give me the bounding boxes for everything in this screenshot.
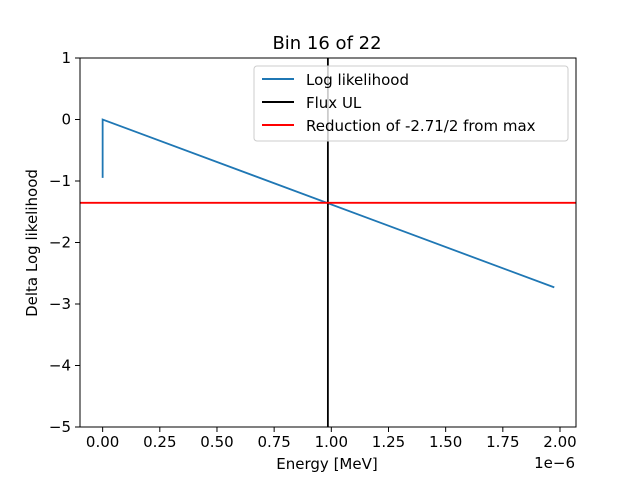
x-offset-label: 1e−6 [534,454,575,472]
x-tick-label: 0.00 [86,433,119,451]
chart-title: Bin 16 of 22 [272,33,381,54]
y-tick-label: −3 [49,295,71,313]
x-tick-label: 1.75 [486,433,519,451]
x-tick-label: 2.00 [543,433,576,451]
y-tick-label: −4 [49,357,71,375]
legend-label-flux-ul: Flux UL [306,94,362,112]
legend-box [253,65,569,142]
y-tick-label: 0 [61,111,71,129]
y-tick-label: 1 [61,49,71,67]
y-tick-label: −1 [49,172,71,190]
x-tick-label: 0.50 [200,433,233,451]
x-tick-label: 1.25 [372,433,405,451]
y-tick-label: −2 [49,234,71,252]
y-tick-label: −5 [49,418,71,436]
legend-label-reduction: Reduction of -2.71/2 from max [306,117,536,135]
x-tick-label: 0.25 [143,433,176,451]
legend-label-log-likelihood: Log likelihood [306,71,409,89]
x-tick-label: 1.50 [429,433,462,451]
y-axis-label: Delta Log likelihood [23,169,41,317]
plot-area: 0.00 0.25 0.50 0.75 1.00 1.25 1.50 1.75 2.00 1 0 −1… [49,49,577,451]
legend: Log likelihood Flux UL Reduction of -2.7… [253,65,569,142]
log-likelihood-line [101,118,555,289]
x-tick-label: 0.75 [257,433,290,451]
x-tick-label: 1.00 [315,433,348,451]
x-axis-label: Energy [MeV] [276,455,377,473]
